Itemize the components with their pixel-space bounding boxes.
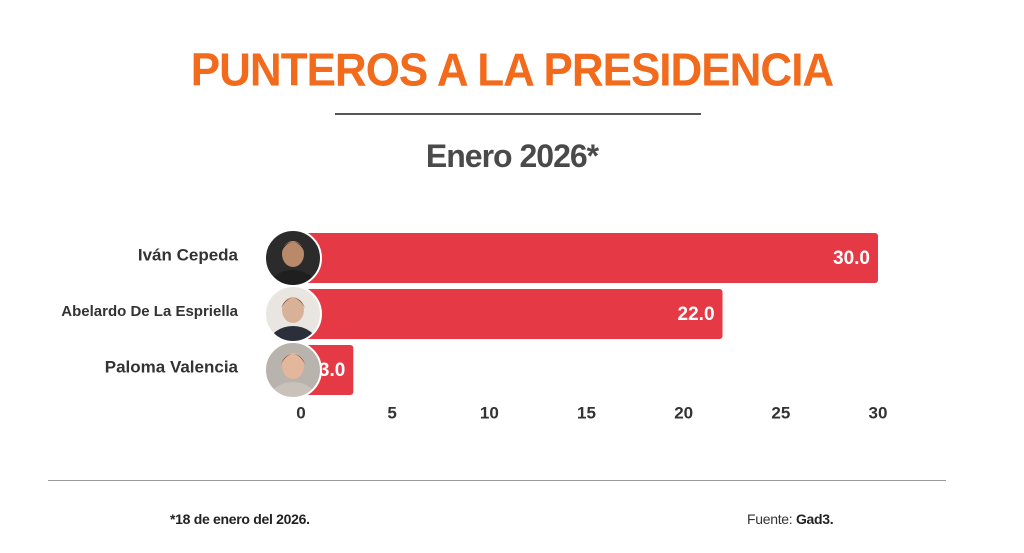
x-tick-label: 20 [674, 403, 693, 422]
x-tick-label: 30 [869, 403, 888, 422]
chart-subtitle: Enero 2026* [425, 138, 599, 174]
category-label: Abelardo De La Espriella [61, 303, 238, 320]
data-label: 22.0 [678, 304, 715, 325]
category-label: Iván Cepeda [138, 245, 239, 264]
candidate-photo [265, 286, 321, 342]
chart-title: PUNTEROS A LA PRESIDENCIA [190, 44, 834, 97]
footer-divider [48, 480, 946, 481]
bar [295, 233, 878, 283]
source-name: Gad3. [795, 511, 834, 527]
source-prefix: Fuente: [747, 511, 796, 527]
x-tick-label: 15 [577, 403, 596, 422]
x-tick-label: 0 [296, 403, 305, 422]
category-label: Paloma Valencia [105, 357, 239, 376]
candidate-photo [265, 230, 321, 286]
candidate-photo [265, 342, 321, 398]
x-tick-label: 10 [480, 403, 499, 422]
data-label: 3.0 [319, 360, 345, 381]
bar [295, 289, 723, 339]
x-tick-label: 25 [771, 403, 790, 422]
title-divider [335, 113, 701, 115]
footnote: *18 de enero del 2026. [170, 511, 310, 527]
x-tick-label: 5 [387, 403, 396, 422]
photo-ring [264, 341, 322, 399]
data-label: 30.0 [833, 248, 870, 269]
source-note: Fuente: Gad3. [747, 511, 834, 527]
